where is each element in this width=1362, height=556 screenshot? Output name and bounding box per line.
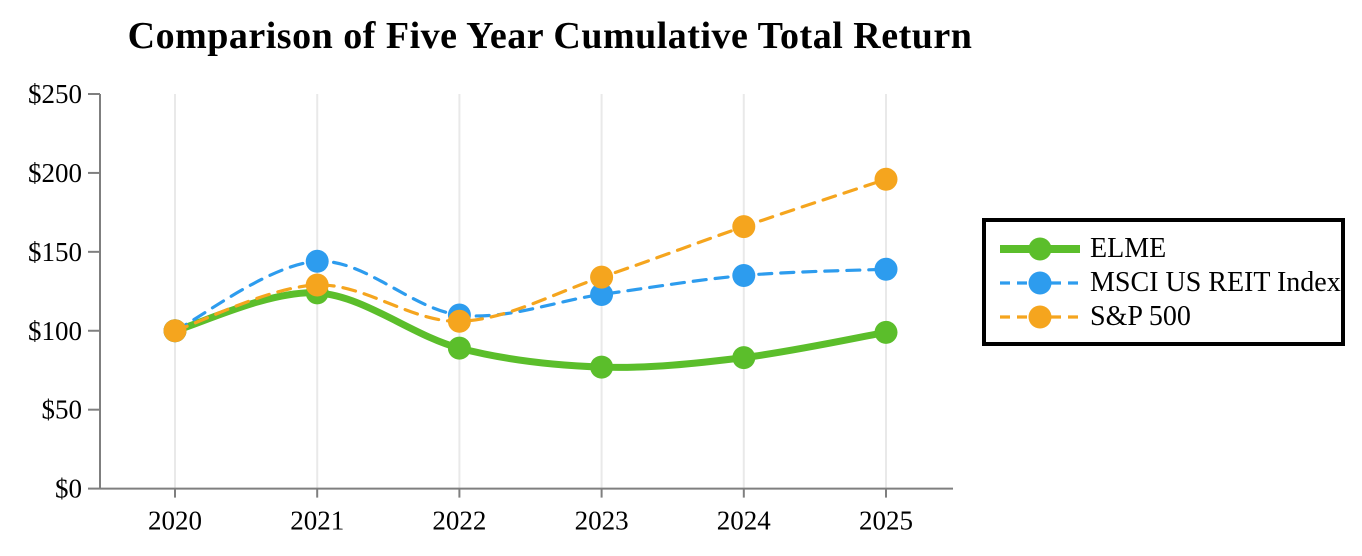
- legend-label-msci-us-reit-index: MSCI US REIT Index: [1090, 267, 1341, 298]
- legend-label-s-p-500: S&P 500: [1090, 301, 1191, 332]
- x-tick-label: 2021: [290, 506, 344, 536]
- chart-legend: ELME MSCI US REIT Index S&P 500: [982, 218, 1345, 346]
- chart-title: Comparison of Five Year Cumulative Total…: [127, 15, 973, 57]
- series-msci-us-reit-index-data-point: [590, 282, 614, 306]
- series-s-p-500-data-point: [874, 167, 898, 191]
- y-tick-label: $100: [28, 316, 82, 346]
- legend-label-elme: ELME: [1090, 233, 1167, 264]
- series-elme-data-point: [590, 355, 614, 379]
- y-tick-label: $200: [28, 158, 82, 188]
- x-tick-label: 2023: [575, 506, 629, 536]
- x-tick-label: 2020: [148, 506, 202, 536]
- series-s-p-500: [163, 167, 898, 343]
- legend-swatch-elme-icon: [1000, 237, 1080, 261]
- axes: $0 $50 $100 $150 $200 $250 2020 2021 2022 2023 202…: [28, 79, 953, 536]
- series-elme-data-point: [732, 346, 756, 370]
- y-tick-label: $50: [42, 395, 83, 425]
- x-tick-label: 2024: [717, 506, 772, 536]
- series-msci-us-reit-index-line: [173, 259, 888, 333]
- x-tick-label: 2022: [432, 506, 486, 536]
- legend-item-s-p-500: S&P 500: [998, 300, 1331, 334]
- legend-item-elme: ELME: [998, 232, 1331, 266]
- series-msci-us-reit-index-data-point: [732, 264, 756, 288]
- y-tick-label: $250: [28, 79, 82, 109]
- series-s-p-500-data-point: [163, 319, 187, 343]
- series-s-p-500-data-point: [590, 265, 614, 289]
- series-s-p-500-data-point: [305, 273, 329, 297]
- series-elme: [163, 281, 898, 379]
- y-tick-label: $0: [55, 474, 82, 504]
- series-s-p-500-data-point: [732, 215, 756, 239]
- y-tick-label: $150: [28, 237, 82, 267]
- legend-item-msci-us-reit-index: MSCI US REIT Index: [998, 266, 1341, 300]
- series-elme-data-point: [447, 336, 471, 360]
- series-s-p-500-line: [173, 177, 888, 333]
- series-msci-us-reit-index-data-point: [874, 257, 898, 281]
- legend-swatch-msci-us-reit-index-icon: [1000, 271, 1080, 295]
- legend-swatch-s-p-500-icon: [1000, 305, 1080, 329]
- series-s-p-500-data-point: [447, 309, 471, 333]
- series-elme-line: [171, 289, 890, 371]
- series-elme-data-point: [874, 320, 898, 344]
- series-msci-us-reit-index-data-point: [305, 249, 329, 273]
- x-tick-label: 2025: [859, 506, 913, 536]
